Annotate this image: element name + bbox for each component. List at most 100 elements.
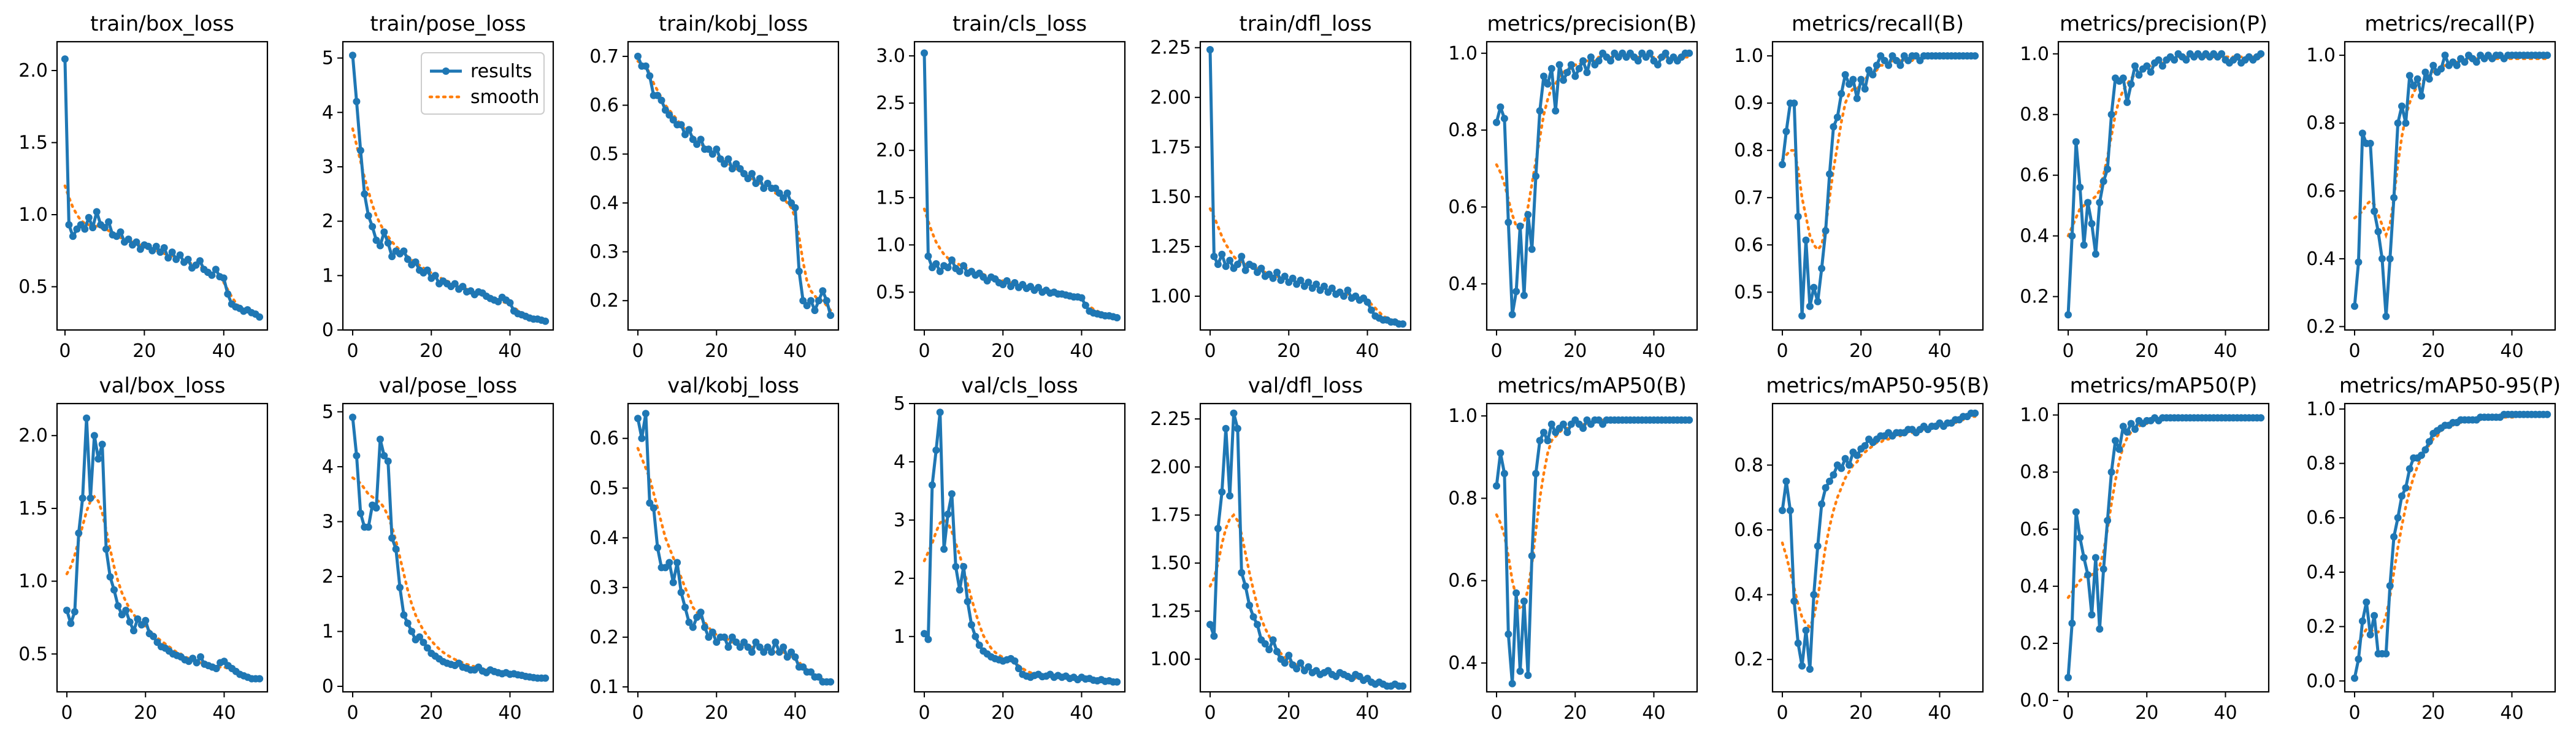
panel-title: metrics/mAP50-95(P) <box>2339 374 2561 398</box>
y-tick-label: 3 <box>894 510 905 531</box>
data-point-results <box>936 267 944 275</box>
data-point-results <box>2218 50 2226 58</box>
data-point-results <box>1547 420 1555 428</box>
x-tick-label: 40 <box>1928 702 1951 724</box>
data-point-results <box>542 317 550 325</box>
data-point-results <box>815 297 822 305</box>
data-point-results <box>744 643 752 651</box>
data-point-results <box>661 564 669 572</box>
data-point-results <box>2123 428 2131 436</box>
data-point-results <box>431 272 439 280</box>
data-point-results <box>150 632 158 640</box>
series-line-smooth <box>351 127 547 323</box>
y-tick-label: 1.00 <box>1150 649 1191 670</box>
y-tick-label: 0.6 <box>2306 507 2336 529</box>
panel-val-dfl-loss: val/dfl_loss 0 20 40 1.00 1.25 1.50 1.75 2.00 2.2… <box>1150 374 1412 724</box>
data-point-results <box>921 49 928 57</box>
y-tick-label: 3 <box>322 511 334 532</box>
data-point-results <box>2091 554 2099 562</box>
y-tick-label: 0.5 <box>18 277 48 298</box>
data-point-results <box>372 236 380 244</box>
data-point-results <box>1313 280 1321 288</box>
data-point-results <box>780 194 788 202</box>
data-point-results <box>1846 461 1853 469</box>
data-point-results <box>1281 272 1289 280</box>
data-point-results <box>924 635 932 643</box>
data-point-results <box>1273 269 1281 276</box>
data-point-results <box>642 410 650 418</box>
panel-train-cls-loss: train/cls_loss 0 20 40 0.5 1.0 1.5 2.0 2.5 3.0 <box>876 12 1126 362</box>
y-tick-label: 0.3 <box>589 242 619 263</box>
y-tick-label: 0.5 <box>18 643 48 665</box>
data-point-results <box>1853 94 1861 102</box>
series-line-results <box>2066 52 2262 315</box>
y-tick-label: 0.2 <box>2020 286 2049 308</box>
data-point-results <box>1257 264 1265 272</box>
y-tick-label: 3.0 <box>876 45 905 67</box>
data-point-results <box>89 224 97 232</box>
series-line-smooth <box>1781 54 1977 252</box>
data-point-results <box>2119 423 2127 431</box>
data-point-results <box>85 213 93 221</box>
x-tick-label: 20 <box>134 702 157 724</box>
y-tick-label: 0.5 <box>1734 282 1763 303</box>
y-tick-label: 0.8 <box>2306 113 2336 134</box>
data-point-results <box>2437 65 2445 73</box>
data-point-results <box>1798 312 1806 320</box>
data-point-results <box>1634 57 1642 65</box>
data-point-results <box>1794 639 1802 647</box>
data-point-results <box>2472 58 2480 66</box>
data-point-results <box>928 481 936 489</box>
y-tick-label: 0.4 <box>2020 226 2049 247</box>
panel-title: val/kobj_loss <box>667 374 799 398</box>
series-line-results <box>2066 416 2261 678</box>
data-point-results <box>665 111 673 119</box>
data-point-results <box>740 170 748 178</box>
data-point-results <box>1508 310 1516 318</box>
data-point-results <box>1810 283 1818 291</box>
data-point-results <box>220 274 228 282</box>
data-point-results <box>807 668 815 676</box>
series-line-smooth <box>1495 418 1691 612</box>
data-point-results <box>2390 533 2398 541</box>
data-point-results <box>122 607 130 615</box>
plot-frame <box>913 40 1126 331</box>
y-tick-label: 1.50 <box>1150 553 1191 574</box>
data-point-results <box>1841 454 1849 462</box>
data-point-results <box>114 602 122 610</box>
data-point-results <box>2072 138 2080 146</box>
x-tick-label: 20 <box>1849 340 1873 362</box>
x-tick-label: 40 <box>1642 340 1665 362</box>
x-tick-label: 20 <box>2421 340 2445 362</box>
data-point-results <box>1646 49 1654 57</box>
data-point-results <box>791 204 799 212</box>
data-point-results <box>212 266 220 274</box>
data-point-results <box>1826 170 1833 178</box>
plot-frame <box>2344 402 2556 693</box>
y-tick-label: 0.4 <box>589 193 619 214</box>
x-tick-label: 20 <box>2421 702 2445 724</box>
y-tick-label: 3 <box>322 156 334 178</box>
data-point-results <box>353 452 361 459</box>
data-point-results <box>764 180 772 187</box>
data-point-results <box>1814 297 1822 305</box>
data-point-results <box>1563 429 1571 436</box>
y-tick-label: 1.0 <box>2306 45 2336 66</box>
data-point-results <box>740 638 748 646</box>
data-point-results <box>756 643 764 651</box>
data-point-results <box>2402 484 2410 492</box>
data-point-results <box>2418 92 2425 100</box>
data-point-results <box>1249 263 1257 270</box>
data-point-results <box>1822 484 1830 492</box>
data-point-results <box>2461 58 2469 66</box>
data-point-results <box>1081 301 1089 309</box>
data-point-results <box>164 254 172 262</box>
data-point-results <box>2405 72 2413 80</box>
y-tick-label: 0.8 <box>1734 454 1763 476</box>
data-point-results <box>130 627 137 635</box>
data-point-results <box>948 490 956 498</box>
y-tick-label: 0.7 <box>1734 187 1763 209</box>
x-tick-label: 0 <box>2348 702 2360 724</box>
data-point-results <box>1297 277 1305 284</box>
